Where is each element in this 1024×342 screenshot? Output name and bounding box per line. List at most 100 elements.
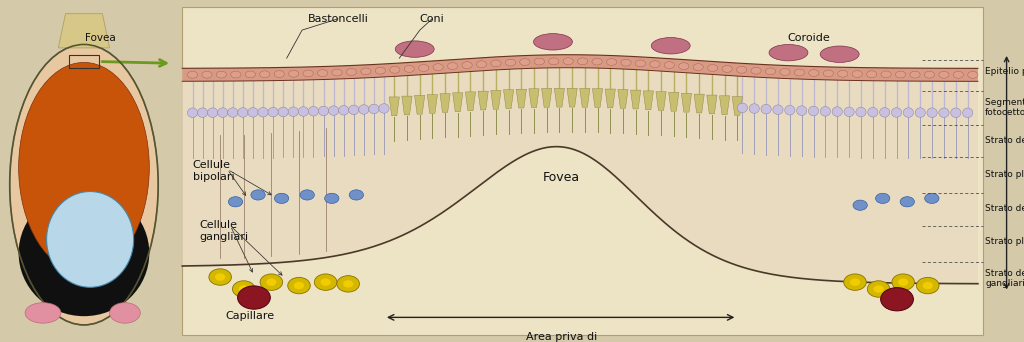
Ellipse shape <box>447 63 458 69</box>
Ellipse shape <box>318 106 329 116</box>
Ellipse shape <box>298 107 308 116</box>
Ellipse shape <box>592 58 602 65</box>
Polygon shape <box>554 88 564 107</box>
Polygon shape <box>528 89 539 108</box>
Text: Strato plessiforme interno: Strato plessiforme interno <box>985 237 1024 246</box>
Ellipse shape <box>892 274 914 290</box>
Ellipse shape <box>258 107 268 117</box>
Polygon shape <box>478 91 488 110</box>
Ellipse shape <box>708 65 718 71</box>
Polygon shape <box>732 96 742 115</box>
Polygon shape <box>631 90 641 109</box>
Ellipse shape <box>823 70 834 77</box>
Text: Strato plessiforme esterno: Strato plessiforme esterno <box>985 170 1024 179</box>
Polygon shape <box>427 94 437 113</box>
Ellipse shape <box>549 58 559 65</box>
Ellipse shape <box>737 103 748 113</box>
Ellipse shape <box>379 104 389 113</box>
Ellipse shape <box>892 108 902 117</box>
Ellipse shape <box>773 105 783 115</box>
Ellipse shape <box>895 71 905 78</box>
Ellipse shape <box>300 190 314 200</box>
Ellipse shape <box>808 106 818 116</box>
Ellipse shape <box>900 197 914 207</box>
Ellipse shape <box>332 69 342 76</box>
Ellipse shape <box>349 190 364 200</box>
Polygon shape <box>504 90 514 108</box>
Ellipse shape <box>780 68 791 75</box>
Ellipse shape <box>769 44 808 61</box>
Ellipse shape <box>232 281 255 297</box>
Ellipse shape <box>358 105 369 114</box>
Polygon shape <box>656 92 667 110</box>
Ellipse shape <box>916 277 939 294</box>
Ellipse shape <box>765 68 775 75</box>
Ellipse shape <box>963 108 973 118</box>
Ellipse shape <box>208 108 218 117</box>
Ellipse shape <box>820 107 830 116</box>
Ellipse shape <box>462 62 472 68</box>
Text: Area priva di
bastoncelli
(200 μm): Area priva di bastoncelli (200 μm) <box>525 332 597 342</box>
Ellipse shape <box>925 193 939 203</box>
Ellipse shape <box>898 278 908 286</box>
Ellipse shape <box>346 69 356 76</box>
Ellipse shape <box>853 200 867 210</box>
Ellipse shape <box>110 303 140 323</box>
Ellipse shape <box>289 70 299 77</box>
Text: Fovea: Fovea <box>85 33 116 43</box>
Polygon shape <box>707 95 717 114</box>
Ellipse shape <box>563 58 573 65</box>
Ellipse shape <box>308 106 318 116</box>
Ellipse shape <box>856 107 866 117</box>
Ellipse shape <box>288 277 310 294</box>
Ellipse shape <box>950 108 961 118</box>
Polygon shape <box>440 94 451 113</box>
Ellipse shape <box>314 274 337 290</box>
Ellipse shape <box>419 65 429 71</box>
Polygon shape <box>669 92 679 111</box>
Ellipse shape <box>294 282 304 289</box>
Ellipse shape <box>578 58 588 65</box>
Ellipse shape <box>303 70 313 77</box>
Ellipse shape <box>693 64 703 70</box>
Ellipse shape <box>369 104 379 114</box>
Polygon shape <box>593 89 603 107</box>
Ellipse shape <box>651 38 690 54</box>
Ellipse shape <box>46 192 133 287</box>
Text: Bastoncelli: Bastoncelli <box>307 14 369 24</box>
Polygon shape <box>453 93 463 111</box>
Polygon shape <box>605 89 615 108</box>
Ellipse shape <box>665 62 675 68</box>
Polygon shape <box>694 94 705 113</box>
Ellipse shape <box>873 285 884 293</box>
Ellipse shape <box>751 67 761 74</box>
Ellipse shape <box>404 66 415 73</box>
Ellipse shape <box>337 276 359 292</box>
Ellipse shape <box>820 46 859 63</box>
Ellipse shape <box>325 193 339 203</box>
Ellipse shape <box>279 107 289 117</box>
Ellipse shape <box>476 61 486 68</box>
Ellipse shape <box>18 62 150 273</box>
Ellipse shape <box>238 108 248 117</box>
Ellipse shape <box>321 278 331 286</box>
Ellipse shape <box>880 108 890 117</box>
Ellipse shape <box>650 61 660 68</box>
Ellipse shape <box>18 190 150 316</box>
Ellipse shape <box>750 104 760 113</box>
Ellipse shape <box>260 274 283 290</box>
Polygon shape <box>490 90 501 109</box>
Ellipse shape <box>268 107 279 117</box>
Ellipse shape <box>866 71 877 78</box>
Polygon shape <box>58 14 110 48</box>
Ellipse shape <box>795 69 805 76</box>
Ellipse shape <box>867 107 878 117</box>
Ellipse shape <box>838 70 848 77</box>
Ellipse shape <box>876 193 890 203</box>
Ellipse shape <box>274 193 289 203</box>
Text: Strato dei granuli interni: Strato dei granuli interni <box>985 204 1024 213</box>
Ellipse shape <box>187 108 198 118</box>
Ellipse shape <box>215 273 225 281</box>
Ellipse shape <box>187 71 198 78</box>
Ellipse shape <box>329 106 339 116</box>
